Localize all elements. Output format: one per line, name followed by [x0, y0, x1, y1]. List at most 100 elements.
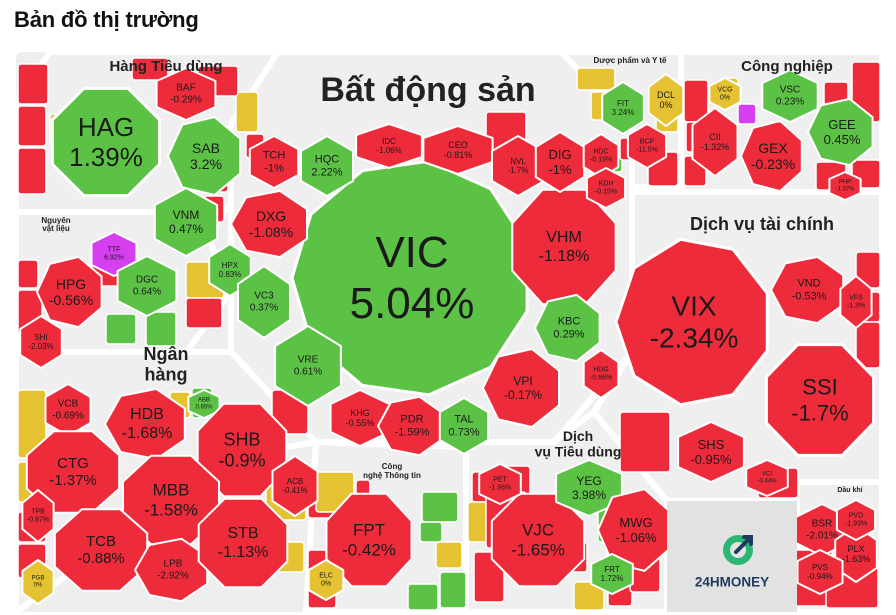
tile-shape-shi[interactable]	[19, 315, 63, 369]
tile-shape-tcb[interactable]	[53, 508, 149, 592]
tile-shape-hqc[interactable]	[300, 135, 354, 197]
tile-shape-yeg[interactable]	[555, 459, 623, 517]
tile-plx[interactable]: PLX-1.63%	[834, 525, 878, 583]
tile-tpb[interactable]: TPB -0.87%	[21, 489, 55, 543]
tile-shape-bcp[interactable]	[626, 123, 668, 169]
tile-ttf[interactable]: TTF 6.92%	[90, 231, 138, 277]
tile-shape-pvd[interactable]	[835, 499, 877, 541]
tile-php[interactable]: PHP-1.37%	[828, 171, 862, 201]
tile-shape-dgc[interactable]	[116, 255, 178, 317]
tile-shape-plx[interactable]	[834, 525, 878, 583]
tile-shape-acb[interactable]	[271, 455, 319, 517]
tile-dxg[interactable]: DXG-1.08%	[230, 189, 308, 259]
tile-cii[interactable]: CII-1.32%	[691, 107, 739, 177]
tile-fpt[interactable]: FPT-0.42%	[325, 492, 413, 588]
tile-shape-tpb[interactable]	[21, 489, 55, 543]
tile-pvd[interactable]: PVD -1.93%	[835, 499, 877, 541]
tile-shape-hdg[interactable]	[582, 349, 620, 399]
tile-shape-pgb[interactable]	[21, 559, 55, 605]
tile-shape-vc3[interactable]	[237, 265, 291, 339]
tile-shape-pvs[interactable]	[796, 549, 844, 595]
tile-shape-ssi[interactable]	[764, 343, 876, 457]
tile-vpi[interactable]: VPI-0.17%	[482, 348, 560, 428]
tile-shi[interactable]: SHI-2.03%	[19, 315, 63, 369]
tile-vjc[interactable]: VJC-1.65%	[490, 492, 586, 588]
tile-vix[interactable]: VIX-2.34%	[614, 237, 769, 407]
tile-hpg[interactable]: HPG-0.56%	[36, 255, 103, 329]
tile-ssi[interactable]: SSI-1.7%	[764, 343, 876, 457]
tile-vci[interactable]: VCI-0.44%	[745, 459, 789, 497]
tile-baf[interactable]: BAF-0.29%	[155, 67, 217, 121]
tile-shape-idc[interactable]	[355, 123, 423, 169]
tile-shape-vsc[interactable]	[761, 69, 819, 123]
tile-stb[interactable]: STB -1.13%	[197, 497, 289, 589]
tile-shape-stb[interactable]	[197, 497, 289, 589]
tile-shape-sab[interactable]	[167, 116, 242, 196]
tile-shape-shs[interactable]	[677, 421, 745, 483]
tile-shape-dxg[interactable]	[230, 189, 308, 259]
tile-dig[interactable]: DIG-1%	[534, 131, 586, 193]
tile-shape-vic[interactable]	[290, 159, 529, 397]
tile-shape-ttf[interactable]	[90, 231, 138, 277]
tile-acb[interactable]: ACB-0.41%	[271, 455, 319, 517]
tile-elc[interactable]: ELC 0%	[307, 559, 345, 601]
tile-shape-abb[interactable]	[187, 389, 221, 419]
tile-shape-pdr[interactable]	[377, 395, 444, 457]
tile-tch[interactable]: TCH-1%	[248, 135, 300, 189]
tile-shape-php[interactable]	[828, 171, 862, 201]
tile-shape-fit[interactable]	[601, 81, 645, 135]
tile-shape-cii[interactable]	[691, 107, 739, 177]
tile-shape-vnm[interactable]	[153, 187, 219, 257]
tile-idc[interactable]: IDC-1.06%	[355, 123, 423, 169]
tile-shape-gex[interactable]	[740, 119, 803, 193]
tile-mwg[interactable]: MWG-1.06%	[597, 488, 672, 572]
tile-tcb[interactable]: TCB-0.88%	[53, 508, 149, 592]
tile-shape-ceo[interactable]	[422, 125, 494, 175]
tile-pvs[interactable]: PVS-0.94%	[796, 549, 844, 595]
tile-pet[interactable]: PET -1.96%	[478, 463, 522, 505]
tile-shape-vjc[interactable]	[490, 492, 586, 588]
tile-hdg[interactable]: HDG -0.66%	[582, 349, 620, 399]
tile-shape-shb[interactable]	[196, 402, 288, 498]
tile-shape-mwg[interactable]	[597, 488, 672, 572]
tile-shape-dcl[interactable]	[647, 73, 685, 127]
tile-shape-tal[interactable]	[438, 397, 490, 455]
tile-pdr[interactable]: PDR-1.59%	[377, 395, 444, 457]
tile-shape-vfs[interactable]	[839, 275, 873, 329]
tile-shape-kbc[interactable]	[534, 293, 601, 363]
tile-shape-tch[interactable]	[248, 135, 300, 189]
tile-shape-vix[interactable]	[614, 237, 769, 407]
tile-vcg[interactable]: VCG 0%	[708, 77, 742, 111]
tile-shape-kdh[interactable]	[585, 167, 627, 209]
tile-vfs[interactable]: VFS -1.3%	[839, 275, 873, 329]
tile-shb[interactable]: SHB-0.9%	[196, 402, 288, 498]
tile-shape-gee[interactable]	[807, 97, 874, 167]
tile-shs[interactable]: SHS-0.95%	[677, 421, 745, 483]
tile-shape-hpg[interactable]	[36, 255, 103, 329]
tile-shape-frt[interactable]	[590, 553, 634, 595]
tile-gex[interactable]: GEX-0.23%	[740, 119, 803, 193]
tile-shape-elc[interactable]	[307, 559, 345, 601]
tile-shape-baf[interactable]	[155, 67, 217, 121]
tile-shape-vcg[interactable]	[708, 77, 742, 111]
tile-shape-vci[interactable]	[745, 459, 789, 497]
tile-hdb[interactable]: HDB -1.68%	[104, 387, 186, 461]
tile-vhm[interactable]: VHM -1.18%	[511, 188, 617, 306]
tile-kdh[interactable]: KDH -0.15%	[585, 167, 627, 209]
tile-hdc[interactable]: HDC -0.19%	[582, 133, 620, 179]
